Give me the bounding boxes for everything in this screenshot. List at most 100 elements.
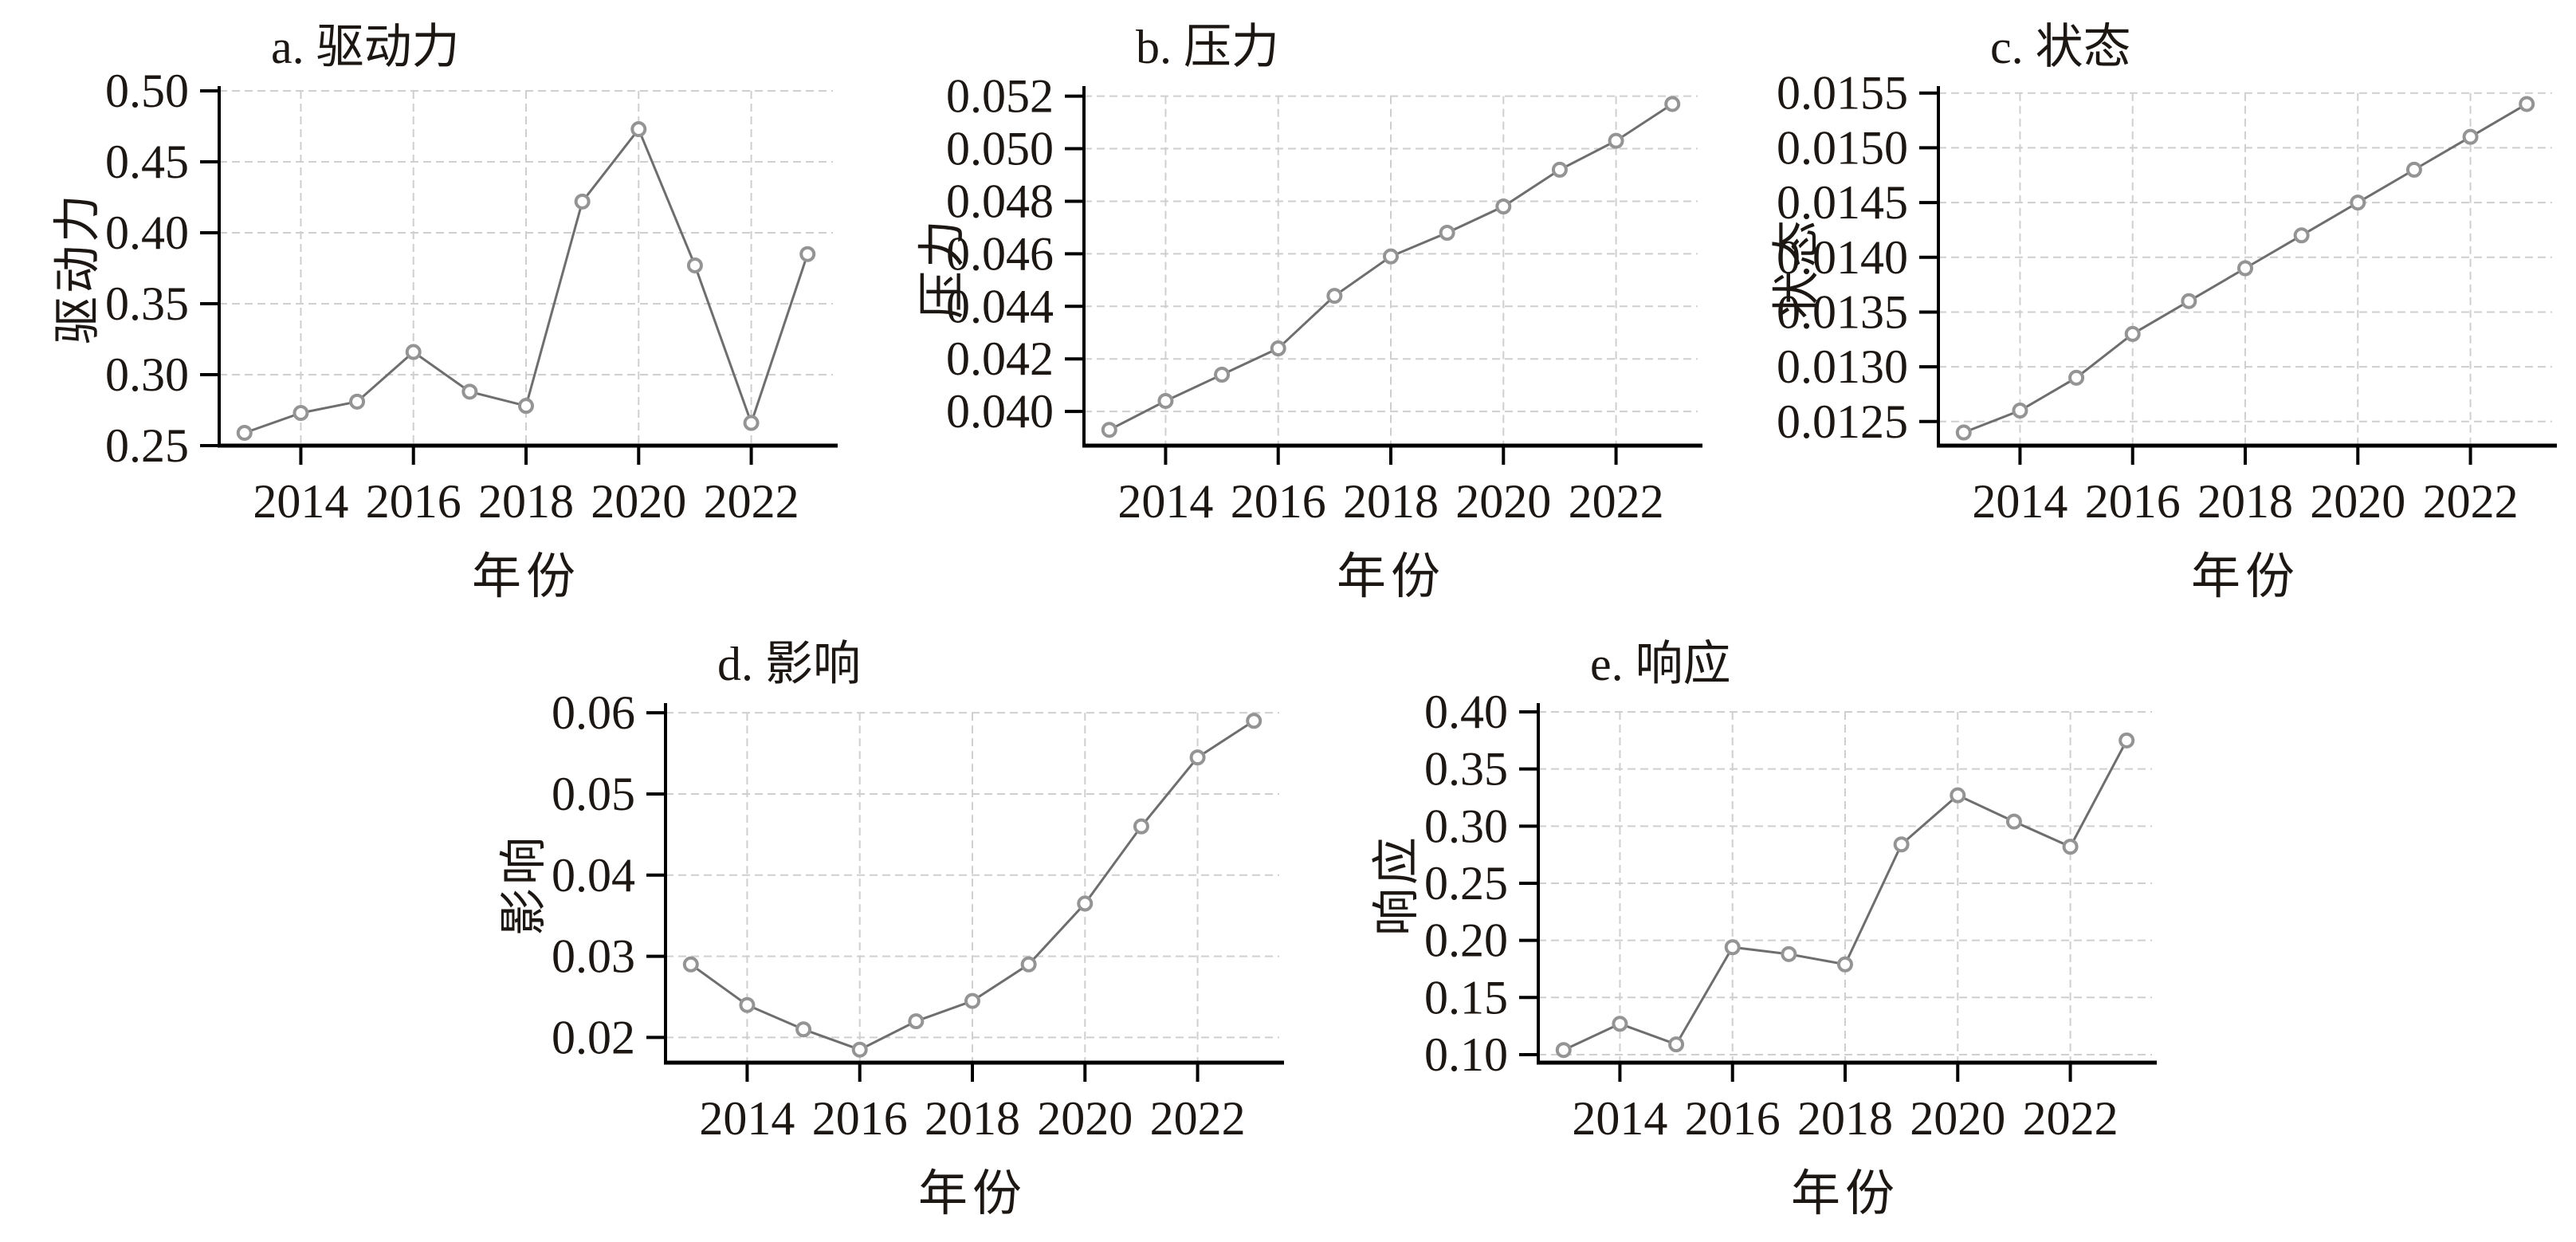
line-chart-response: 0.100.150.200.250.300.350.40 2014 2016 2018…	[1424, 686, 2157, 1145]
panel-driving-force: 0.25 0.30 0.35 0.40 0.45 0.50 2014 2016 2018 2020…	[32, 19, 889, 625]
y-tick-label: 0.042	[946, 332, 1054, 385]
data-point-marker	[1383, 248, 1399, 265]
x-tick-label: 2016	[2085, 475, 2181, 528]
y-axis-label: 影响	[497, 834, 551, 936]
data-point-marker	[1020, 956, 1037, 973]
x-tick-label: 2016	[1231, 475, 1326, 528]
data-point-marker	[2350, 195, 2366, 211]
panel-impact: 0.02 0.03 0.04 0.05 0.06 2014 2016 2018 2020 2022…	[478, 636, 1335, 1242]
x-tick-label: 2022	[1150, 1092, 1246, 1145]
y-tick-label: 0.0150	[1777, 121, 1908, 174]
data-point-marker	[1781, 945, 1797, 962]
data-point-marker	[964, 992, 980, 1009]
data-point-marker	[908, 1013, 925, 1030]
data-point-marker	[1077, 895, 1094, 912]
data-point-marker	[851, 1041, 868, 1058]
data-point-marker	[1157, 392, 1174, 409]
data-point-marker	[2519, 96, 2535, 112]
x-tick-label: 2018	[1797, 1092, 1893, 1145]
data-point-marker	[1439, 225, 1455, 241]
data-point-marker	[405, 344, 422, 360]
x-tick-label: 2014	[1972, 475, 2067, 528]
y-tick-label: 0.05	[552, 768, 635, 820]
x-tick-label: 2014	[1572, 1092, 1667, 1145]
data-point-marker	[799, 246, 816, 262]
data-point-marker	[2462, 128, 2479, 145]
y-tick-label: 0.50	[105, 65, 189, 117]
x-tick-label: 2018	[2197, 475, 2293, 528]
data-point-marker	[686, 257, 703, 273]
chart-title: c. 状态	[1990, 21, 2131, 73]
y-tick-label: 0.35	[105, 277, 189, 330]
y-axis-label: 状态	[1770, 217, 1824, 319]
data-point-marker	[1551, 161, 1568, 178]
x-tick-label: 2014	[699, 1092, 795, 1145]
x-tick-label: 2022	[704, 475, 799, 528]
data-point-marker	[1950, 787, 1966, 804]
x-tick-label: 2018	[925, 1092, 1020, 1145]
y-tick-label: 0.40	[1424, 686, 1508, 738]
x-axis-label: 年份	[2190, 550, 2300, 604]
y-tick-label: 0.0125	[1777, 395, 1908, 448]
x-tick-label: 2022	[2423, 475, 2519, 528]
y-tick-label: 0.40	[105, 206, 189, 259]
y-tick-label: 0.20	[1424, 914, 1508, 967]
y-tick-label: 0.06	[552, 686, 635, 739]
y-tick-label: 0.03	[552, 930, 635, 983]
data-point-marker	[1612, 1016, 1628, 1032]
y-tick-label: 0.046	[946, 227, 1054, 280]
data-point-marker	[2405, 161, 2422, 178]
data-point-marker	[349, 393, 366, 410]
data-point-marker	[1214, 367, 1231, 383]
y-tick-label: 0.044	[946, 280, 1054, 332]
chart-title: a. 驱动力	[271, 21, 460, 73]
panel-pressure: 0.040 0.042 0.044 0.046 0.048 0.050 0.052 2014 2…	[897, 19, 1753, 625]
line-chart-impact: 0.02 0.03 0.04 0.05 0.06 2014 2016 2018 2020 2022	[552, 686, 1284, 1145]
data-point-marker	[1955, 424, 1972, 441]
x-tick-label: 2020	[1910, 1092, 2005, 1145]
y-tick-label: 0.10	[1424, 1028, 1508, 1081]
data-point-marker	[1724, 939, 1741, 956]
y-tick-label: 0.35	[1424, 743, 1508, 796]
data-point-marker	[795, 1021, 812, 1038]
x-tick-label: 2016	[1685, 1092, 1781, 1145]
data-point-marker	[2237, 260, 2253, 277]
data-point-marker	[1664, 96, 1681, 112]
y-tick-label: 0.0140	[1777, 231, 1908, 284]
data-point-marker	[1133, 818, 1149, 835]
data-point-marker	[1495, 198, 1512, 215]
y-tick-label: 0.0155	[1777, 67, 1908, 120]
y-tick-label: 0.30	[105, 348, 189, 401]
data-point-marker	[1668, 1036, 1685, 1053]
data-point-marker	[743, 415, 760, 431]
y-tick-label: 0.040	[946, 385, 1054, 438]
data-point-marker	[2124, 325, 2141, 342]
x-axis-label: 年份	[1336, 550, 1446, 604]
y-axis-label: 压力	[916, 217, 969, 319]
data-point-marker	[1837, 956, 1853, 973]
data-point-marker	[1608, 132, 1624, 149]
y-tick-label: 0.25	[105, 419, 189, 472]
x-axis-label: 年份	[1790, 1167, 1900, 1221]
x-tick-label: 2022	[2023, 1092, 2119, 1145]
y-tick-label: 0.050	[946, 123, 1054, 175]
y-tick-label: 0.048	[946, 175, 1054, 227]
x-tick-label: 2016	[812, 1092, 908, 1145]
x-tick-label: 2020	[1037, 1092, 1133, 1145]
data-point-marker	[1326, 288, 1343, 305]
data-point-marker	[1101, 422, 1117, 438]
x-tick-label: 2014	[1117, 475, 1213, 528]
data-point-marker	[461, 383, 478, 400]
data-point-marker	[2119, 732, 2135, 749]
data-point-marker	[2293, 227, 2310, 244]
panel-response: 0.10 0.15 0.20 0.25 0.30 0.35 0.40 2014 2016 2018…	[1351, 636, 2208, 1242]
data-point-marker	[1246, 713, 1262, 729]
data-point-marker	[682, 956, 699, 973]
y-axis-label: 驱动力	[51, 191, 104, 344]
data-point-marker	[1893, 836, 1910, 853]
data-point-marker	[2068, 369, 2085, 386]
panel-state: 0.0125 0.0130 0.0135 0.0140 0.0145 0.0150 0.01…	[1751, 19, 2576, 625]
data-point-marker	[739, 996, 756, 1013]
